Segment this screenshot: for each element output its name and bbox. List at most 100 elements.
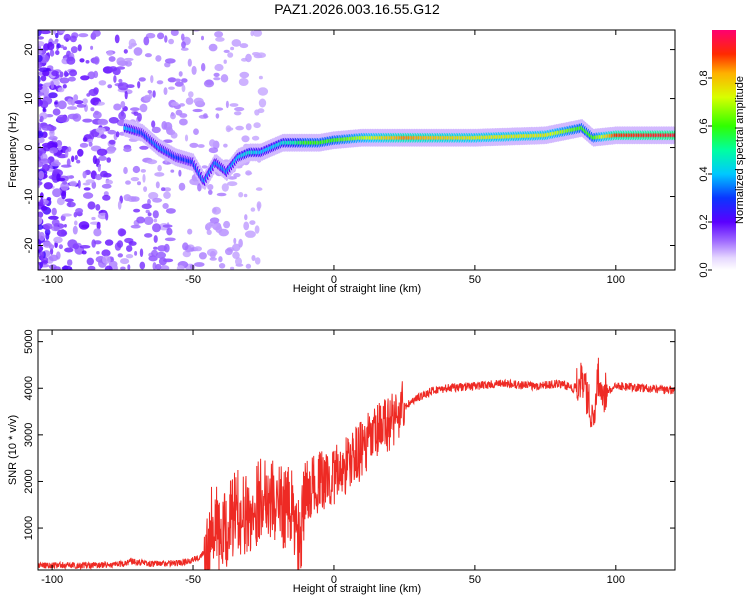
- noise-blob: [72, 243, 80, 250]
- noise-blob: [83, 192, 94, 199]
- colorbar-gradient: [712, 30, 736, 270]
- noise-blob: [91, 239, 96, 248]
- noise-blob: [208, 43, 218, 52]
- noise-blob: [208, 189, 213, 195]
- noise-blob: [87, 138, 93, 143]
- noise-blob: [133, 208, 141, 213]
- noise-blob: [118, 111, 126, 121]
- noise-blob: [53, 236, 63, 244]
- noise-blob: [79, 245, 91, 249]
- noise-blob: [166, 129, 176, 136]
- noise-blob: [233, 173, 241, 178]
- noise-blob: [161, 187, 166, 192]
- noise-blob: [152, 197, 163, 203]
- noise-blob: [59, 71, 64, 78]
- noise-blob: [214, 31, 224, 38]
- noise-blob: [157, 32, 165, 40]
- noise-blob: [209, 257, 217, 261]
- noise-blob: [164, 35, 168, 43]
- noise-blob: [197, 183, 202, 192]
- noise-blob: [163, 187, 172, 192]
- noise-blob: [56, 43, 61, 49]
- noise-blob: [70, 46, 78, 54]
- noise-blob: [52, 30, 57, 35]
- noise-blob: [152, 90, 156, 98]
- noise-blob: [206, 229, 212, 235]
- noise-blob: [100, 170, 108, 178]
- noise-blob: [225, 248, 233, 256]
- noise-blob: [187, 58, 192, 67]
- noise-blob: [178, 169, 182, 177]
- noise-blob: [166, 227, 173, 236]
- noise-blob: [101, 249, 111, 257]
- x-tick-label: 100: [607, 274, 625, 286]
- noise-blob: [38, 230, 41, 240]
- noise-blob: [60, 164, 72, 168]
- noise-blob: [174, 81, 184, 87]
- noise-blob: [187, 228, 193, 235]
- snr-x-label: Height of straight line (km): [293, 583, 421, 595]
- noise-blob: [185, 97, 194, 105]
- noise-blob: [38, 61, 43, 69]
- noise-blob: [156, 251, 166, 259]
- noise-blob: [95, 204, 101, 211]
- noise-blob: [213, 77, 221, 81]
- spectrogram-ridge: [123, 119, 675, 190]
- noise-blob: [164, 237, 176, 242]
- noise-blob: [206, 222, 214, 227]
- noise-blob: [78, 33, 89, 38]
- noise-blob: [38, 130, 44, 138]
- x-tick-label: -50: [185, 274, 201, 286]
- noise-blob: [94, 110, 99, 116]
- noise-blob: [143, 186, 148, 193]
- noise-blob: [75, 208, 84, 214]
- noise-blob: [152, 210, 159, 219]
- noise-blob: [143, 36, 150, 46]
- spectrogram-x-label: Height of straight line (km): [293, 283, 421, 295]
- noise-blob: [108, 117, 119, 124]
- noise-blob: [130, 177, 140, 182]
- noise-blob: [258, 98, 267, 108]
- noise-blob: [170, 101, 179, 107]
- noise-blob: [38, 180, 43, 186]
- noise-blob: [152, 223, 161, 233]
- noise-blob: [60, 182, 69, 191]
- noise-blob: [120, 101, 126, 108]
- noise-blob: [180, 47, 189, 51]
- noise-blob: [77, 179, 81, 189]
- noise-blob: [90, 107, 95, 112]
- colorbar-tick-label: 0.2: [698, 214, 710, 229]
- noise-blob: [241, 135, 250, 143]
- noise-blob: [107, 129, 117, 135]
- noise-blob: [67, 113, 79, 120]
- noise-blob: [163, 191, 171, 199]
- noise-blob: [254, 257, 261, 265]
- noise-blob: [86, 93, 91, 97]
- noise-blob: [95, 127, 106, 133]
- noise-blob: [145, 209, 150, 214]
- noise-blob: [62, 181, 68, 185]
- noise-blob: [203, 113, 208, 119]
- noise-blob: [193, 97, 204, 106]
- noise-blob: [105, 179, 113, 185]
- noise-blob: [66, 56, 76, 65]
- noise-blob: [42, 96, 53, 105]
- noise-blob: [170, 169, 175, 173]
- noise-blob: [214, 63, 224, 72]
- noise-blob: [61, 265, 73, 270]
- noise-blob: [142, 173, 146, 183]
- noise-blob: [73, 94, 79, 102]
- spectrogram-noise: [38, 30, 269, 270]
- noise-blob: [128, 38, 137, 48]
- noise-blob: [62, 84, 67, 89]
- noise-blob: [54, 101, 58, 105]
- noise-blob: [123, 57, 134, 62]
- noise-blob: [78, 221, 90, 230]
- noise-blob: [245, 53, 252, 63]
- snr-panel: -100 -50 0 50 100 1000 2000 3000 4000 5000 Heigh…: [7, 329, 676, 595]
- noise-blob: [67, 146, 72, 152]
- noise-blob: [223, 220, 231, 229]
- noise-blob: [168, 38, 175, 45]
- noise-blob: [140, 169, 146, 173]
- noise-blob: [201, 35, 204, 41]
